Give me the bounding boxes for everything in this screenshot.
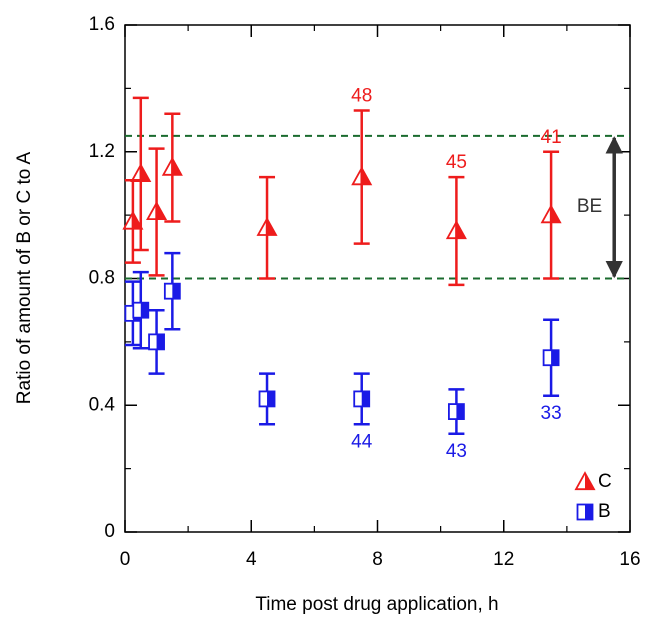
legend-marker — [574, 471, 596, 491]
y-tick-label: 1.6 — [89, 14, 115, 35]
n-label: 41 — [541, 127, 562, 148]
n-label: 33 — [541, 403, 562, 424]
be-label: BE — [577, 196, 602, 217]
n-label: 48 — [351, 86, 372, 107]
data-point — [256, 216, 278, 236]
data-point — [445, 220, 467, 240]
x-tick-label: 16 — [619, 549, 640, 570]
data-point — [448, 403, 465, 420]
y-tick-label: 1.2 — [89, 141, 115, 162]
data-point — [132, 301, 150, 319]
data-point — [542, 349, 560, 367]
y-tick-label: 0.8 — [89, 268, 115, 289]
data-point — [353, 390, 371, 408]
y-axis-label: Ratio of amount of B or C to A — [14, 151, 35, 404]
data-point — [540, 204, 562, 224]
y-tick-label: 0.4 — [89, 394, 116, 415]
data-point — [161, 156, 183, 176]
n-label: 45 — [446, 152, 467, 173]
x-tick-label: 8 — [372, 549, 383, 570]
legend-label: B — [598, 501, 611, 522]
n-label: 44 — [351, 431, 373, 452]
n-label: 43 — [446, 441, 467, 462]
data-point — [163, 282, 181, 300]
x-axis-label: Time post drug application, h — [255, 594, 498, 615]
legend-label: C — [598, 471, 612, 492]
data-point — [351, 166, 373, 186]
y-tick-label: 0 — [104, 521, 115, 542]
x-tick-label: 12 — [493, 549, 514, 570]
legend-marker — [576, 503, 594, 521]
x-tick-label: 4 — [246, 549, 257, 570]
data-point — [146, 201, 168, 221]
x-tick-label: 0 — [120, 549, 131, 570]
data-point — [258, 390, 276, 408]
data-point — [130, 163, 152, 183]
data-point — [148, 333, 165, 351]
